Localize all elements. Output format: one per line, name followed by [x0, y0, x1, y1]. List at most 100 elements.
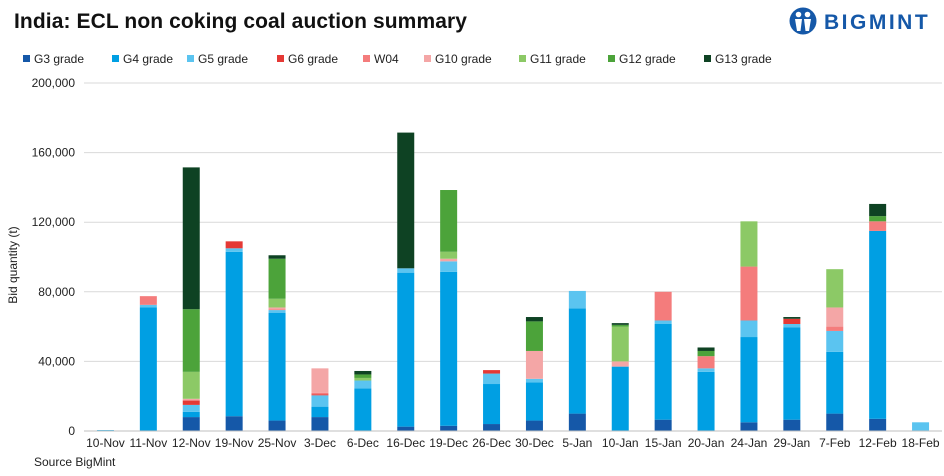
bar-segment	[268, 420, 286, 431]
bar-segment	[740, 221, 758, 267]
bar-segment	[740, 337, 758, 423]
bar-segment	[783, 317, 801, 319]
bar-segment	[182, 371, 200, 399]
bar-segment	[869, 216, 887, 222]
grid	[84, 82, 942, 362]
legend-label: G5 grade	[198, 52, 248, 66]
bar-segment	[268, 298, 286, 308]
bar-segment	[182, 309, 200, 372]
bar-segment	[826, 326, 844, 331]
bar-segment	[268, 312, 286, 421]
bar-segment	[826, 330, 844, 352]
bar-segment	[182, 404, 200, 412]
bar-segment	[225, 248, 243, 252]
x-tick-label: 19-Nov	[215, 436, 254, 450]
legend-swatch	[112, 55, 119, 62]
bar-segment	[311, 368, 329, 393]
bar-segment	[311, 406, 329, 418]
bar-segment	[826, 269, 844, 308]
x-tick-label: 15-Jan	[645, 436, 682, 450]
bar-segment	[483, 384, 501, 425]
y-tick-label: 80,000	[38, 285, 75, 299]
bar-segment	[182, 398, 200, 401]
legend-swatch	[23, 55, 30, 62]
bar-segment	[225, 416, 243, 431]
bar-segment	[311, 394, 329, 396]
x-tick-label: 20-Jan	[688, 436, 725, 450]
legend-label: W04	[374, 52, 399, 66]
bar-segment	[182, 417, 200, 431]
bar-segment	[182, 411, 200, 418]
bar-segment	[225, 241, 243, 249]
bar-segment	[783, 318, 801, 324]
y-tick-label: 200,000	[32, 76, 76, 90]
bar-segment	[440, 258, 458, 262]
bar-segment	[268, 309, 286, 311]
legend-label: G3 grade	[34, 52, 84, 66]
x-tick-label: 7-Feb	[819, 436, 851, 450]
bars	[96, 132, 930, 431]
bar-segment	[354, 377, 372, 381]
bar-segment	[182, 167, 200, 310]
bar-segment	[568, 308, 586, 414]
legend-swatch	[519, 55, 526, 62]
legend-label: G4 grade	[123, 52, 173, 66]
bar-segment	[139, 307, 157, 431]
bar-segment	[654, 320, 672, 324]
bar-segment	[783, 327, 801, 420]
bar-segment	[397, 272, 415, 427]
bar-segment	[397, 426, 415, 431]
x-tick-label: 18-Feb	[902, 436, 940, 450]
bar-segment	[268, 307, 286, 310]
legend-swatch	[277, 55, 284, 62]
bar-segment	[654, 291, 672, 321]
x-tick-label: 24-Jan	[731, 436, 768, 450]
bar-segment	[740, 266, 758, 321]
x-tick-label: 6-Dec	[347, 436, 379, 450]
legend-swatch	[704, 55, 711, 62]
bar-segment	[568, 413, 586, 431]
bar-segment	[826, 307, 844, 327]
x-tick-label: 11-Nov	[129, 436, 167, 450]
bar-segment	[869, 221, 887, 231]
x-tick-label: 26-Dec	[472, 436, 511, 450]
legend-label: G6 grade	[288, 52, 338, 66]
y-axis: 0 40,000 80,000 120,000 160,000 200,000	[32, 76, 76, 438]
bar-segment	[397, 268, 415, 273]
bar-segment	[354, 380, 372, 389]
bar-segment	[483, 373, 501, 385]
bar-segment	[483, 424, 501, 431]
legend-label: G12 grade	[619, 52, 676, 66]
bar-segment	[611, 323, 629, 325]
bar-segment	[440, 261, 458, 272]
x-tick-label: 29-Jan	[773, 436, 810, 450]
bar-segment	[354, 374, 372, 378]
bar-segment	[268, 310, 286, 313]
legend-swatch	[187, 55, 194, 62]
legend-label: G11 grade	[530, 52, 586, 66]
legend: G3 grade G4 grade G5 grade G6 grade W04 G10 g…	[23, 52, 772, 66]
legend-label: G10 grade	[435, 52, 492, 66]
bar-segment	[568, 290, 586, 309]
legend-label: G13 grade	[715, 52, 772, 66]
bar-segment	[483, 370, 501, 374]
brand-name: BIGMINT	[824, 11, 930, 34]
bar-segment	[525, 317, 543, 322]
bar-segment	[440, 251, 458, 259]
bar-segment	[783, 323, 801, 328]
bar-segment	[525, 350, 543, 379]
bar-segment	[139, 296, 157, 305]
bar-segment	[740, 320, 758, 338]
bar-segment	[912, 422, 930, 431]
bar-segment	[697, 371, 715, 431]
x-tick-label: 10-Jan	[602, 436, 639, 450]
x-tick-label: 12-Nov	[172, 436, 211, 450]
bar-segment	[354, 388, 372, 431]
source-note: Source BigMint	[34, 455, 116, 469]
bigmint-logo-icon: BIGMINT	[789, 7, 930, 35]
bar-segment	[740, 422, 758, 431]
legend-swatch	[424, 55, 431, 62]
chart-title: India: ECL non coking coal auction summa…	[14, 10, 468, 33]
y-tick-label: 0	[68, 424, 75, 438]
